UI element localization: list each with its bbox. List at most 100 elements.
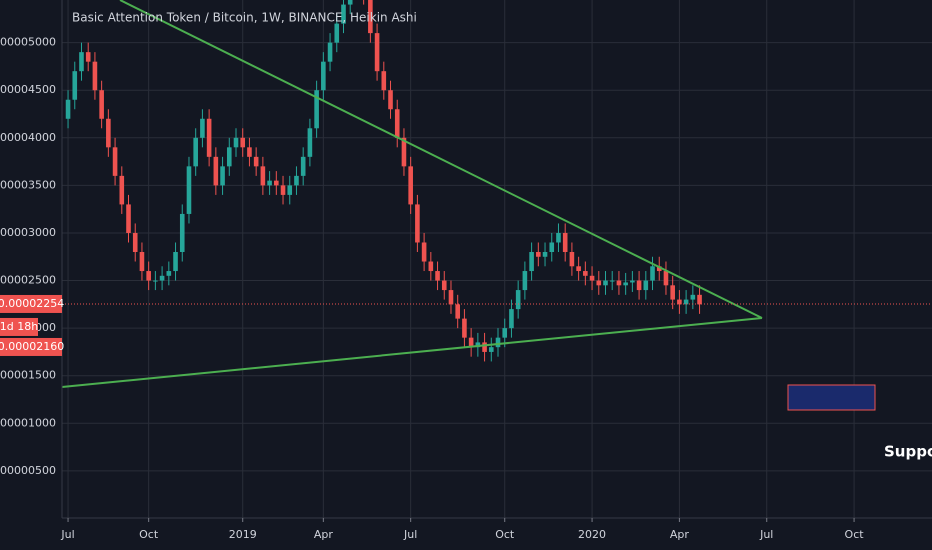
x-tick-label: Apr — [314, 528, 334, 541]
candle-body — [179, 213, 185, 253]
candle-body — [321, 61, 326, 91]
x-tick-label: Oct — [845, 528, 865, 541]
candle-body — [274, 180, 279, 186]
candle-body — [374, 33, 380, 72]
candle-body — [260, 166, 266, 186]
candle-body — [475, 342, 481, 348]
candle-body — [515, 290, 521, 310]
candle-body — [677, 299, 682, 305]
candle-body — [287, 185, 293, 195]
candle-body — [502, 328, 508, 338]
candle-body — [636, 280, 642, 291]
candle-body — [643, 280, 649, 291]
candle-body — [549, 242, 555, 253]
annotation: Suppo — [884, 443, 932, 461]
candle-body — [381, 71, 387, 91]
candle-body — [656, 266, 662, 272]
candle-body — [173, 252, 178, 272]
y-tick-label: 0.00005000 — [0, 36, 56, 49]
candle-body — [482, 342, 487, 352]
candle-body — [394, 109, 400, 138]
x-tick-label: 2019 — [229, 528, 257, 541]
x-tick-label: Oct — [495, 528, 515, 541]
candle-body — [495, 337, 501, 348]
candle-body — [388, 90, 393, 110]
candle-body — [441, 280, 447, 291]
candle-body — [455, 304, 460, 319]
candle-body — [589, 275, 595, 281]
candle-body — [428, 261, 434, 272]
x-tick-label: Jul — [403, 528, 417, 541]
price-tag-label: 0.00002254 — [0, 297, 64, 310]
y-tick-label: 0.00003000 — [0, 226, 56, 239]
y-tick-label: 0.00001000 — [0, 416, 56, 429]
candle-body — [307, 128, 313, 157]
price-tag-label: 0.00002160 — [0, 340, 64, 353]
candle-body — [106, 118, 111, 148]
candle-body — [334, 23, 340, 43]
candle-body — [347, 0, 353, 5]
candle-body — [79, 52, 84, 72]
candle-body — [596, 280, 602, 286]
candle-body — [126, 204, 131, 233]
candle-body — [206, 118, 212, 157]
candle-body — [119, 175, 125, 205]
candle-body — [542, 252, 548, 257]
candle-body — [300, 156, 306, 176]
candle-body — [663, 271, 669, 286]
x-tick-label: Apr — [670, 528, 690, 541]
candle-body — [650, 266, 655, 281]
candle-body — [146, 271, 151, 281]
candle-body — [435, 271, 440, 281]
candle-body — [226, 147, 232, 167]
x-tick-label: Jul — [60, 528, 74, 541]
candle-body — [233, 137, 239, 148]
y-tick-label: 0.00004500 — [0, 83, 56, 96]
candle-body — [341, 4, 346, 24]
candle-body — [690, 294, 696, 300]
candle-body — [267, 180, 272, 186]
y-tick-label: 0.00002500 — [0, 274, 56, 287]
candle-body — [193, 137, 198, 167]
candle-body — [468, 337, 474, 348]
candle-body — [186, 166, 192, 214]
candle-body — [509, 309, 514, 329]
x-tick-label: 2020 — [578, 528, 606, 541]
candle-body — [623, 282, 628, 286]
y-tick-label: 0.00000500 — [0, 464, 56, 477]
candle-body — [683, 299, 689, 305]
candle-body — [213, 156, 219, 186]
countdown-tag — [0, 317, 38, 336]
candle-body — [327, 42, 333, 62]
candle-body — [314, 90, 319, 129]
candle-body — [556, 232, 561, 243]
candle-body — [569, 252, 575, 267]
candle-body — [112, 147, 118, 176]
candle-body — [220, 166, 225, 186]
price-tag — [0, 337, 62, 356]
candle-body — [529, 252, 534, 272]
candle-body — [697, 294, 702, 305]
candle-body — [166, 271, 172, 276]
candle-body — [153, 280, 158, 282]
trendline — [61, 317, 763, 388]
candle-body — [240, 137, 246, 148]
candle-body — [562, 232, 568, 253]
x-tick-label: Jul — [759, 528, 773, 541]
candle-body — [630, 280, 635, 283]
candle-body — [670, 285, 675, 300]
candle-body — [609, 280, 615, 282]
x-tick-label: Oct — [139, 528, 159, 541]
candle-body — [408, 166, 413, 205]
candle-body — [85, 52, 91, 62]
candle-body — [462, 318, 467, 338]
candle-body — [200, 118, 205, 138]
candle-body — [448, 290, 454, 305]
chart-title: Basic Attention Token / Bitcoin, 1W, BIN… — [72, 11, 417, 25]
candle-body — [139, 252, 145, 272]
candle-body — [603, 280, 608, 286]
candle-body — [415, 204, 420, 243]
candle-body — [488, 347, 494, 352]
y-tick-label: 0.00003500 — [0, 178, 56, 191]
